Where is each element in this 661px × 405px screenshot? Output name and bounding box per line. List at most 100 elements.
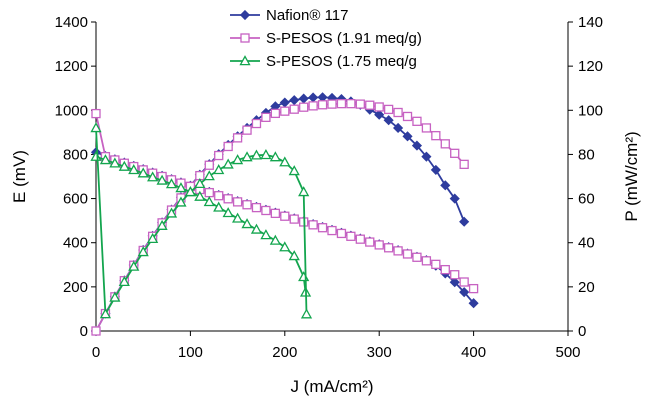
power-point — [374, 109, 385, 120]
power-point — [260, 149, 272, 160]
polarization-point — [317, 223, 328, 233]
power-point — [250, 149, 263, 160]
power-point — [223, 141, 233, 152]
polarization-point — [156, 174, 168, 185]
power-point — [431, 131, 441, 141]
power-point — [421, 151, 432, 162]
power-point — [459, 159, 469, 170]
power-point — [165, 207, 178, 218]
polarization-point — [355, 234, 365, 244]
x-axis-title: J (mA/cm²) — [290, 377, 373, 396]
y-left-tick-label: 0 — [80, 323, 88, 340]
polarization-point — [213, 201, 225, 212]
polarization-point — [194, 190, 206, 201]
legend: Nafion® 117 S-PESOS (1.91 meq/g) S-PESOS (… — [230, 7, 422, 70]
polarization-point — [421, 256, 432, 266]
polarization-point — [241, 218, 253, 229]
power-point — [99, 308, 112, 319]
polarization-point — [261, 205, 271, 216]
power-point — [430, 164, 441, 175]
power-point — [298, 186, 310, 197]
power-point — [346, 99, 356, 109]
power-point — [289, 95, 300, 106]
polarization-point — [109, 157, 121, 168]
legend-label: S-PESOS (1.75 meq/g — [266, 53, 417, 70]
polarization-point — [298, 271, 310, 282]
y-left-tick-label: 400 — [63, 235, 88, 252]
x-tick-label: 0 — [92, 344, 100, 361]
polarization-point — [402, 249, 413, 259]
polarization-point — [250, 223, 263, 234]
polarization-point — [374, 240, 384, 250]
polarization-point — [242, 200, 252, 210]
series-2 — [91, 99, 479, 336]
y-right-tick-label: 100 — [578, 102, 603, 119]
y-right-tick-label: 0 — [578, 323, 586, 340]
polarization-point — [270, 208, 281, 219]
legend-marker — [240, 33, 250, 43]
polarization-point — [232, 197, 243, 207]
y-left-tick-label: 1400 — [55, 14, 88, 31]
power-point — [137, 246, 149, 257]
power-point — [412, 116, 422, 126]
legend-marker — [239, 55, 251, 66]
polarization-point — [449, 277, 460, 288]
power-point — [213, 164, 225, 175]
legend-label: Nafion® 117 — [266, 7, 349, 24]
polarization-point — [223, 194, 233, 204]
power-point — [393, 122, 404, 134]
power-point — [109, 291, 121, 302]
polarization-point — [280, 211, 290, 221]
polarization-point — [468, 283, 479, 294]
power-point — [288, 165, 300, 176]
polarization-point — [288, 250, 300, 261]
polarization-point — [128, 164, 140, 175]
y-right-tick-label: 140 — [578, 14, 603, 31]
power-point — [128, 260, 140, 271]
y-right-tick-label: 20 — [578, 279, 595, 296]
power-point — [91, 326, 101, 336]
power-point — [90, 122, 102, 133]
x-tick-label: 300 — [367, 344, 392, 361]
power-point — [308, 101, 318, 111]
polarization-point — [336, 228, 347, 239]
power-point — [308, 92, 319, 103]
power-point — [298, 93, 309, 104]
power-point — [194, 177, 206, 189]
y-right-tick-label: 60 — [578, 191, 595, 208]
polarization-point — [459, 277, 469, 287]
polarization-point — [251, 202, 262, 213]
x-tick-label: 100 — [178, 344, 203, 361]
power-point — [251, 118, 262, 129]
power-point — [175, 196, 187, 207]
y-left-tick-label: 200 — [63, 279, 88, 296]
legend-label: S-PESOS (1.91 meq/g) — [266, 30, 422, 47]
polarization-point — [327, 225, 337, 236]
polarization-point — [383, 243, 394, 253]
y-right-tick-label: 80 — [578, 146, 595, 163]
x-tick-label: 400 — [461, 344, 486, 361]
series-3 — [90, 122, 313, 319]
power-point — [280, 106, 290, 116]
power-point — [261, 112, 271, 122]
power-point — [147, 232, 159, 243]
power-point — [402, 131, 413, 142]
polarization-point — [365, 237, 375, 247]
power-point — [269, 151, 281, 162]
power-point — [203, 170, 215, 181]
legend-item-3: S-PESOS (1.75 meq/g — [230, 53, 417, 70]
power-point — [450, 148, 460, 158]
y-right-tick-label: 120 — [578, 58, 603, 75]
polarization-point — [289, 214, 299, 224]
power-point — [299, 102, 309, 112]
y-right-axis-title: P (mW/cm²) — [622, 131, 641, 221]
polarization-point — [459, 287, 470, 298]
power-point — [440, 180, 451, 191]
power-point — [232, 133, 243, 143]
power-point — [365, 100, 375, 110]
power-point — [317, 100, 328, 110]
power-point — [118, 275, 130, 287]
polarization-point — [165, 178, 178, 189]
y-left-tick-label: 1200 — [55, 58, 88, 75]
power-point — [402, 111, 413, 122]
